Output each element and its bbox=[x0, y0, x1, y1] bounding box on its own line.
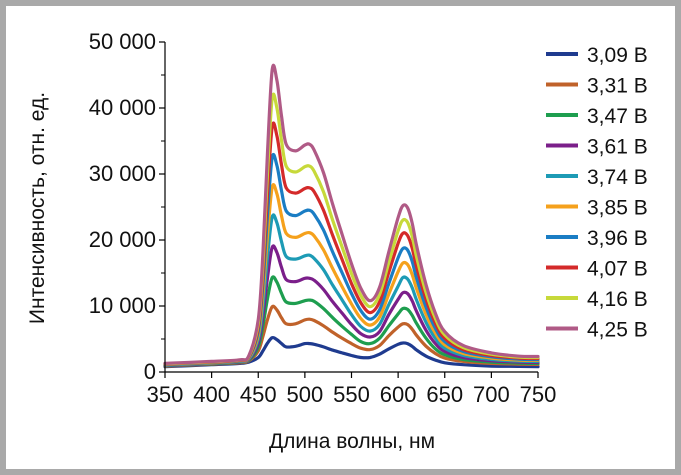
legend-label-9: 4,16 В bbox=[587, 288, 648, 311]
x-tick-label: 750 bbox=[520, 382, 557, 407]
y-tick-label: 0 bbox=[144, 359, 156, 384]
legend-label-5: 3,74 В bbox=[587, 166, 648, 189]
series-line-2 bbox=[163, 304, 540, 368]
series-line-10 bbox=[163, 63, 540, 365]
axes-layer: 0 10 000 20 000 30 000 40 000 50 000 350 400 450… bbox=[89, 29, 557, 407]
legend-label-3: 3,47 В bbox=[587, 105, 648, 128]
legend-label-4: 3,61 В bbox=[587, 136, 648, 159]
x-tick-label: 550 bbox=[333, 382, 370, 407]
y-tick-label: 20 000 bbox=[89, 227, 156, 252]
y-tick-label: 30 000 bbox=[89, 161, 156, 186]
y-axis-title: Интенсивность, отн. ед. bbox=[26, 92, 49, 324]
y-tick-label: 10 000 bbox=[89, 293, 156, 318]
y-tick-label: 40 000 bbox=[89, 95, 156, 120]
series-line-1 bbox=[163, 335, 540, 369]
x-tick-label: 700 bbox=[473, 382, 510, 407]
legend-label-8: 4,07 В bbox=[587, 258, 648, 281]
x-tick-label: 450 bbox=[240, 382, 277, 407]
legend-label-10: 4,25 В bbox=[587, 319, 648, 342]
legend-label-2: 3,31 В bbox=[587, 75, 648, 98]
x-tick-label: 500 bbox=[287, 382, 324, 407]
legend: 3,09 В 3,31 В 3,47 В 3,61 В 3,74 В 3,85 В 3,96… bbox=[546, 44, 648, 342]
x-tick-label: 650 bbox=[426, 382, 463, 407]
x-axis-title: Длина волны, нм bbox=[269, 430, 435, 453]
legend-label-1: 3,09 В bbox=[587, 44, 648, 67]
y-tick-label: 50 000 bbox=[89, 29, 156, 54]
series-layer bbox=[163, 63, 540, 369]
legend-label-7: 3,96 В bbox=[587, 227, 648, 250]
x-tick-label: 400 bbox=[193, 382, 230, 407]
x-tick-label: 350 bbox=[147, 382, 184, 407]
legend-label-6: 3,85 В bbox=[587, 197, 648, 220]
x-tick-label: 600 bbox=[380, 382, 417, 407]
series-line-3 bbox=[163, 275, 540, 368]
